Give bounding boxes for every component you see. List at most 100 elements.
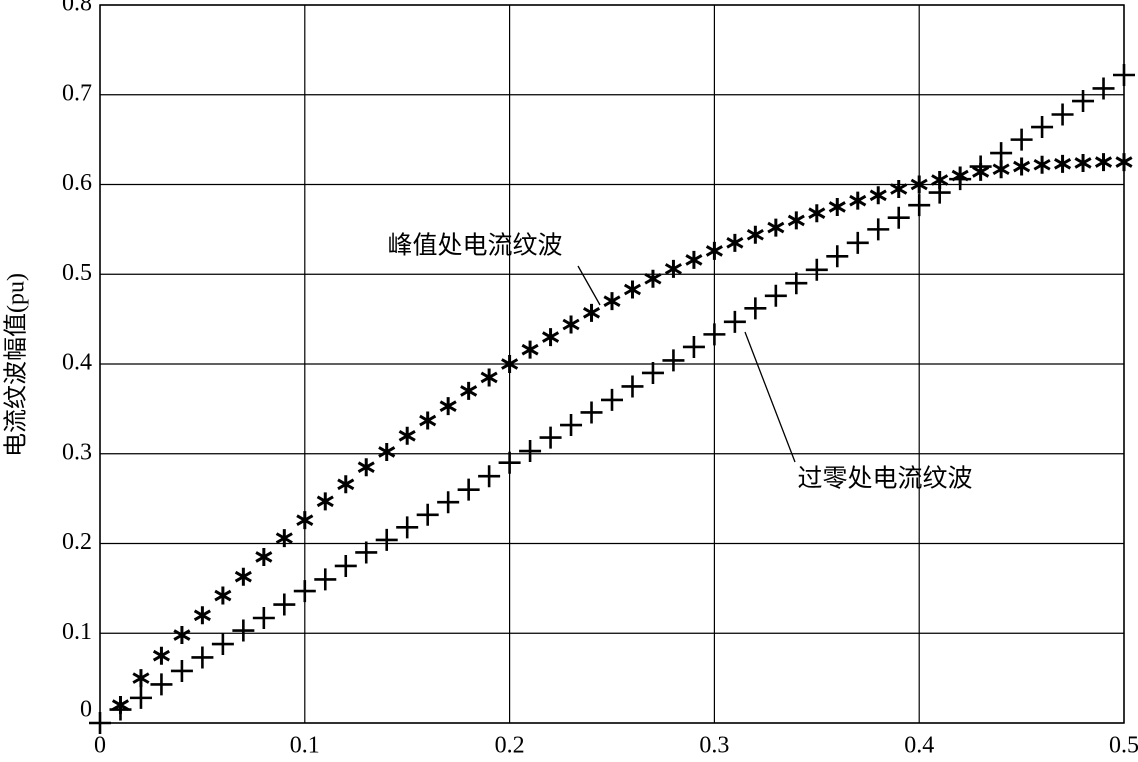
marker (129, 686, 152, 709)
y-tick-label: 0.6 (62, 170, 92, 196)
marker (723, 310, 746, 333)
marker (275, 529, 293, 548)
marker (787, 211, 805, 230)
marker (378, 442, 396, 461)
marker (621, 375, 644, 398)
x-tick-label: 0.4 (904, 733, 934, 759)
marker (1115, 153, 1133, 172)
x-tick-label: 0 (94, 733, 106, 759)
marker (1010, 128, 1033, 151)
marker (170, 659, 193, 682)
marker (357, 458, 375, 477)
marker (439, 397, 457, 416)
marker (519, 440, 542, 463)
marker (1092, 77, 1115, 100)
marker (1051, 103, 1074, 126)
marker (1113, 64, 1135, 87)
marker (644, 269, 662, 288)
marker (214, 586, 232, 605)
marker (826, 245, 849, 268)
y-tick-label: 0.3 (62, 439, 92, 465)
y-tick-label: 0 (80, 697, 92, 723)
marker (703, 323, 726, 346)
series-label: 过零处电流纹波 (797, 465, 972, 493)
marker (1074, 153, 1092, 172)
plot-frame (99, 4, 1125, 724)
marker (664, 259, 682, 278)
marker (705, 241, 723, 260)
marker (949, 168, 972, 191)
marker (457, 478, 480, 501)
marker (623, 280, 642, 299)
marker (255, 547, 273, 566)
marker (132, 669, 150, 688)
x-tick-label: 0.2 (495, 733, 525, 759)
marker (582, 303, 601, 322)
marker (355, 541, 378, 564)
marker (211, 633, 234, 656)
y-tick-label: 0.1 (62, 619, 92, 645)
marker (746, 225, 764, 244)
marker (869, 186, 887, 205)
annotation-leader (744, 331, 796, 463)
marker (562, 315, 580, 334)
marker (539, 426, 562, 449)
marker (501, 355, 519, 373)
marker (849, 191, 867, 210)
marker (437, 491, 460, 514)
marker (1013, 157, 1031, 176)
marker (232, 619, 255, 642)
marker (887, 206, 910, 229)
marker (764, 284, 787, 307)
marker (375, 528, 398, 551)
marker (521, 340, 539, 359)
marker (337, 475, 355, 494)
marker (1033, 155, 1051, 174)
marker (560, 414, 583, 437)
y-tick-label: 0.2 (62, 529, 92, 555)
marker (252, 606, 275, 629)
marker (293, 580, 316, 603)
marker (173, 626, 191, 645)
marker (498, 451, 521, 474)
series-label: 峰值处电流纹波 (387, 232, 562, 260)
marker (191, 646, 214, 669)
marker (662, 349, 685, 372)
marker (601, 388, 623, 411)
marker (398, 426, 416, 445)
marker (152, 646, 170, 665)
marker (908, 194, 931, 217)
x-tick-label: 0.5 (1109, 733, 1138, 759)
marker (641, 361, 664, 384)
y-tick-label: 0.4 (62, 350, 92, 376)
marker (89, 712, 111, 734)
marker (928, 181, 951, 204)
marker (969, 155, 992, 178)
y-tick-label: 0.5 (62, 260, 92, 286)
marker (234, 567, 252, 586)
marker (416, 503, 439, 526)
x-tick-label: 0.1 (290, 733, 320, 759)
marker (1054, 154, 1072, 173)
marker (990, 142, 1013, 165)
marker (193, 606, 211, 625)
marker (542, 328, 560, 347)
marker (314, 568, 337, 591)
marker (109, 698, 132, 721)
marker (316, 492, 334, 511)
marker (478, 465, 501, 488)
marker (805, 258, 828, 281)
marker (150, 673, 173, 696)
marker (273, 593, 296, 616)
marker (480, 368, 498, 387)
marker (726, 233, 744, 252)
marker (460, 381, 478, 400)
marker (334, 554, 357, 577)
marker (580, 401, 603, 424)
marker (1072, 90, 1095, 113)
marker (890, 179, 908, 198)
marker (767, 218, 785, 237)
x-tick-label: 0.3 (699, 733, 729, 759)
y-axis-label: 电流纹波幅值(pu) (3, 273, 30, 457)
